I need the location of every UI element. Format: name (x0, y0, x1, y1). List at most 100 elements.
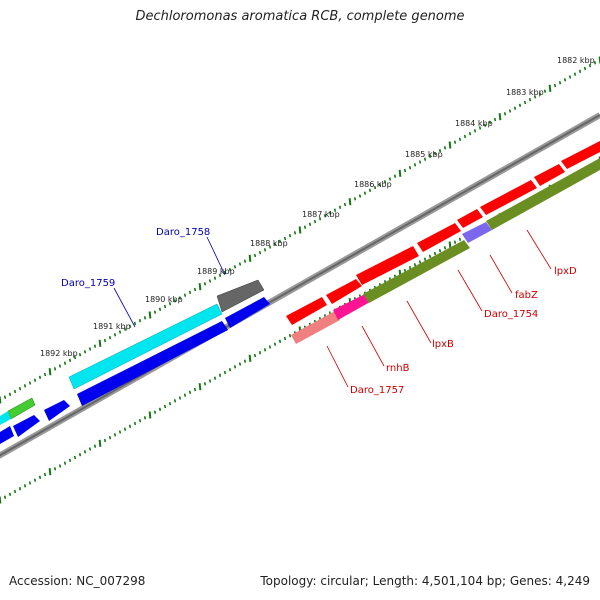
scale-label-1892: 1892 kbp (40, 349, 78, 358)
tick-mark (263, 348, 267, 352)
tick-mark (353, 197, 357, 201)
tick-mark (88, 347, 92, 351)
forward-cds-2[interactable] (326, 279, 362, 304)
gene-label-daro-1757[interactable]: Daro_1757 (350, 385, 404, 396)
forward-cds-4[interactable] (417, 223, 461, 252)
forward-cds-1[interactable] (286, 297, 327, 325)
tick-mark (368, 188, 372, 193)
tick-mark (13, 489, 17, 494)
tick-mark (33, 478, 37, 482)
tick-mark (508, 109, 512, 113)
tick-mark (248, 354, 252, 362)
tick-mark (18, 486, 22, 491)
tick-mark (153, 410, 157, 414)
tick-mark (188, 390, 192, 395)
gene-label-fabz[interactable]: fabZ (515, 290, 538, 301)
tick-mark (433, 251, 437, 256)
reverse-cds-3[interactable] (44, 400, 70, 421)
tick-mark (403, 168, 407, 173)
tick-mark (533, 95, 537, 99)
tick-mark (443, 146, 447, 150)
tick-mark (588, 63, 592, 68)
tick-mark (458, 237, 462, 242)
scale-label-1887: 1887 kbp (302, 210, 340, 219)
tick-mark (413, 263, 417, 267)
tick-mark (348, 198, 352, 206)
tick-mark (133, 321, 137, 326)
tick-mark (8, 492, 12, 497)
tick-mark (243, 359, 247, 363)
tick-mark (188, 290, 192, 295)
tick-mark (523, 100, 527, 105)
tick-mark (423, 257, 427, 261)
gene-labels: Daro_1758 Daro_1759 lpxD fabZ Daro_1754 … (61, 227, 577, 396)
gene-label-rnhb[interactable]: rnhB (386, 363, 410, 374)
reverse-cds-5[interactable] (225, 297, 270, 328)
forward-cds-6[interactable] (480, 180, 537, 215)
tick-mark (238, 362, 242, 366)
tick-mark (168, 401, 172, 406)
tick-mark (518, 103, 522, 108)
daro-1757-gene[interactable] (291, 311, 340, 344)
olive-track[interactable] (363, 240, 470, 303)
tick-mark (88, 447, 92, 451)
tick-mark (373, 185, 377, 190)
tick-mark (93, 344, 97, 348)
forward-cds-5[interactable] (457, 209, 483, 228)
fabz-gene[interactable] (462, 222, 492, 243)
forward-cds-7[interactable] (534, 164, 565, 186)
green-feature[interactable] (7, 397, 36, 420)
forward-track-right (286, 141, 600, 325)
tick-mark (428, 154, 432, 159)
tick-mark (198, 383, 202, 391)
tick-mark (38, 375, 42, 380)
cyan-feature-left[interactable] (0, 411, 11, 425)
reverse-cds-4[interactable] (77, 321, 228, 406)
label-leaders (113, 229, 552, 388)
reverse-cds-1[interactable] (0, 426, 14, 444)
gene-label-daro-1759[interactable]: Daro_1759 (61, 278, 115, 289)
rnhb-gene[interactable] (333, 294, 370, 320)
tick-mark (98, 439, 102, 447)
tick-mark (418, 260, 422, 264)
gene-label-lpxb[interactable]: lpxB (432, 339, 454, 350)
tick-mark (228, 267, 232, 272)
tick-mark (143, 416, 147, 420)
scale-label-1890: 1890 kbp (145, 295, 183, 304)
tick-mark (268, 345, 272, 349)
tick-mark (543, 89, 547, 93)
tick-mark (73, 355, 77, 360)
olive-track-2[interactable] (486, 158, 600, 230)
tick-mark (423, 157, 427, 161)
gene-label-daro-1754[interactable]: Daro_1754 (484, 309, 538, 320)
tick-mark (438, 148, 442, 153)
tick-mark (563, 78, 567, 82)
tick-mark (513, 106, 517, 110)
forward-cds-8[interactable] (561, 141, 600, 169)
tick-mark (213, 276, 217, 280)
tick-mark (83, 350, 87, 354)
daro-1758-gene[interactable] (216, 279, 265, 313)
tick-mark (23, 484, 27, 488)
tick-mark (118, 430, 122, 434)
forward-cds-3[interactable] (356, 246, 419, 285)
tick-mark (133, 421, 137, 426)
accession-text: Accession: NC_007298 (9, 574, 146, 588)
reverse-track-left (0, 297, 270, 444)
tick-mark (263, 248, 267, 252)
tick-mark (218, 373, 222, 378)
tick-mark (458, 137, 462, 142)
daro-1759-gene[interactable] (68, 303, 223, 390)
tick-mark (283, 336, 287, 341)
reverse-cds-2[interactable] (13, 415, 40, 437)
tick-mark (28, 481, 32, 485)
tick-mark (553, 83, 557, 88)
tick-mark (158, 407, 162, 412)
tick-mark (273, 242, 277, 246)
tick-mark (573, 72, 577, 76)
tick-mark (183, 393, 187, 397)
gene-label-lpxd[interactable]: lpxD (554, 266, 577, 277)
outer-tick-track (0, 56, 600, 404)
gene-label-daro-1758[interactable]: Daro_1758 (156, 227, 210, 238)
